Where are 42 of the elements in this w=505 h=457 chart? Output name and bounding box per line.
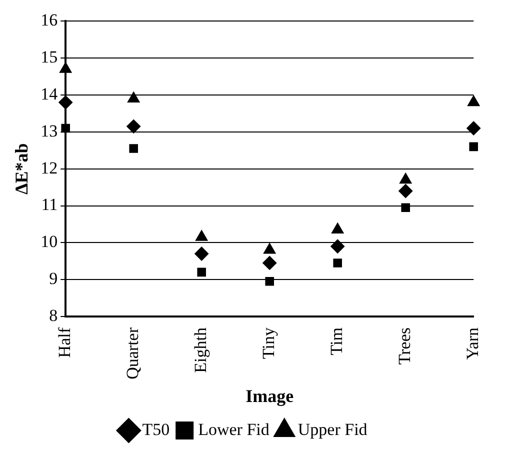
point (194, 246, 209, 261)
y-tick-label: 11 (41, 195, 58, 214)
point (265, 277, 274, 286)
point (466, 121, 481, 136)
point (262, 256, 277, 270)
point (469, 142, 478, 152)
y-tick-label: 8 (49, 306, 58, 325)
y-tick-label: 13 (40, 121, 58, 140)
point (59, 62, 72, 73)
point (398, 184, 413, 198)
x-tick-label: Tim (327, 327, 346, 356)
x-tick-label: Eighth (191, 327, 210, 373)
point (197, 268, 206, 277)
y-tick-label: 9 (49, 269, 58, 288)
point (333, 258, 342, 268)
y-tick-label: 14 (40, 84, 58, 104)
x-axis-title: Image (246, 386, 294, 406)
y-axis-title: ΔE*ab (11, 143, 32, 194)
legend-label: Lower Fid (198, 420, 270, 439)
x-tick-label: Yarn (463, 327, 482, 360)
x-tick-label: Quarter (123, 327, 142, 380)
point (467, 95, 480, 106)
point (331, 222, 344, 234)
legend-label: T50 (142, 420, 170, 439)
legend-label: Upper Fid (298, 420, 368, 439)
y-tick-label: 15 (40, 48, 58, 67)
y-tick-label: 12 (40, 158, 58, 178)
point (401, 203, 410, 212)
point (263, 243, 276, 254)
y-tick-label: 10 (40, 232, 58, 252)
point (399, 172, 412, 184)
point (195, 230, 208, 241)
point (127, 92, 140, 102)
point (61, 124, 70, 133)
x-tick-label: Tiny (259, 326, 278, 360)
point (58, 95, 73, 110)
y-tick-label: 16 (40, 10, 58, 30)
x-tick-label: Half (55, 327, 74, 358)
point (330, 239, 345, 254)
point (129, 144, 138, 153)
point (126, 119, 141, 134)
x-tick-label: Trees (395, 327, 414, 365)
